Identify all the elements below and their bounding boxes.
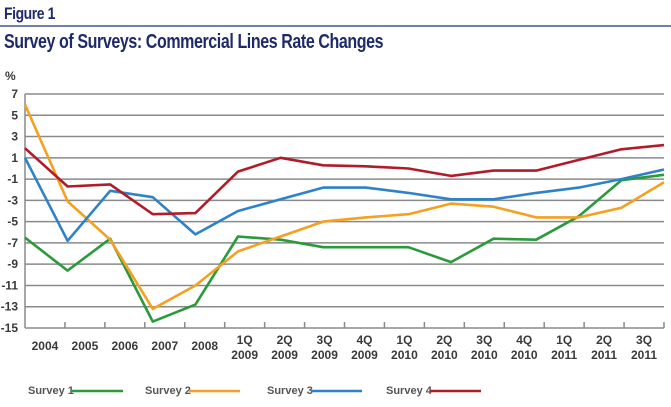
x-tick-label: 2006 (111, 339, 138, 353)
y-tick-label: -1 (7, 172, 18, 186)
x-tick-label: 3Q (476, 333, 492, 347)
x-tick-label: 1Q (396, 333, 412, 347)
x-tick-label: 2Q (596, 333, 612, 347)
x-tick-label-year: 2010 (471, 348, 498, 362)
y-tick-label: -7 (7, 236, 18, 250)
x-tick-label-year: 2010 (431, 348, 458, 362)
y-tick-label: 7 (11, 87, 18, 101)
y-tick-label: 5 (11, 108, 18, 122)
x-tick-label-year: 2009 (271, 348, 298, 362)
x-tick-label: 2007 (151, 339, 178, 353)
y-tick-label: -11 (1, 278, 18, 292)
y-tick-label: -5 (7, 215, 18, 229)
x-tick-label-year: 2010 (391, 348, 418, 362)
x-tick-label-year: 2009 (231, 348, 258, 362)
y-tick-label: 1 (11, 151, 18, 165)
y-tick-label: 3 (11, 130, 18, 144)
x-tick-label-year: 2009 (311, 348, 338, 362)
chart-title: Survey of Surveys: Commercial Lines Rate… (4, 31, 384, 53)
x-tick-label: 2Q (436, 333, 452, 347)
series-line-survey-2 (23, 104, 665, 311)
x-tick-label: 2Q (277, 333, 293, 347)
legend-label: Survey 1 (28, 385, 74, 397)
y-tick-label: -3 (7, 193, 18, 207)
x-tick-label: 2008 (191, 339, 218, 353)
series-line-survey-4 (24, 143, 665, 216)
y-tick-label: -13 (1, 300, 19, 314)
y-tick-label: -15 (1, 321, 19, 335)
x-tick-label: 1Q (556, 333, 572, 347)
y-tick-label: -9 (7, 257, 18, 271)
x-tick-label: 3Q (636, 333, 652, 347)
x-tick-label: 3Q (317, 333, 333, 347)
figure-label: Figure 1 (4, 4, 55, 23)
legend: Survey 1 Survey 2 Survey 3 Survey 4 (28, 385, 481, 397)
x-tick-label-year: 2011 (551, 348, 577, 362)
series-line-survey-3 (23, 157, 665, 243)
x-tick-label-year: 2009 (351, 348, 378, 362)
y-axis-ticks: 7 5 3 1 -1 -3 -5 -7 -9 -11 -13 -15 (1, 87, 19, 335)
x-tick-label: 4Q (516, 333, 532, 347)
series-line-survey-1 (24, 173, 665, 323)
x-tick-label-year: 2011 (591, 348, 617, 362)
x-tick-label-year: 2010 (511, 348, 538, 362)
x-tick-label: 2005 (72, 339, 99, 353)
legend-label: Survey 4 (386, 385, 433, 397)
legend-label: Survey 3 (267, 385, 313, 397)
y-axis-label: % (5, 69, 16, 83)
x-tick-label-year: 2011 (631, 348, 657, 362)
x-tick-label: 1Q (237, 333, 253, 347)
series-lines (23, 104, 665, 323)
x-tick-label: 4Q (356, 333, 372, 347)
x-axis-ticks: 2004 2005 2006 2007 2008 1Q20092Q20093Q20094Q… (32, 322, 665, 362)
gridlines (24, 93, 664, 329)
x-tick-label: 2004 (32, 339, 59, 353)
legend-label: Survey 2 (145, 385, 191, 397)
header-rule (0, 25, 671, 27)
